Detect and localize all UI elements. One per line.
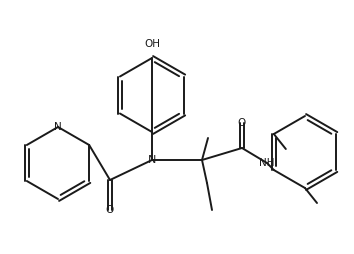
Text: O: O bbox=[238, 118, 246, 128]
Text: N: N bbox=[148, 155, 156, 165]
Text: O: O bbox=[106, 205, 114, 215]
Text: NH: NH bbox=[259, 158, 275, 168]
Text: OH: OH bbox=[144, 39, 160, 49]
Text: N: N bbox=[54, 122, 62, 132]
